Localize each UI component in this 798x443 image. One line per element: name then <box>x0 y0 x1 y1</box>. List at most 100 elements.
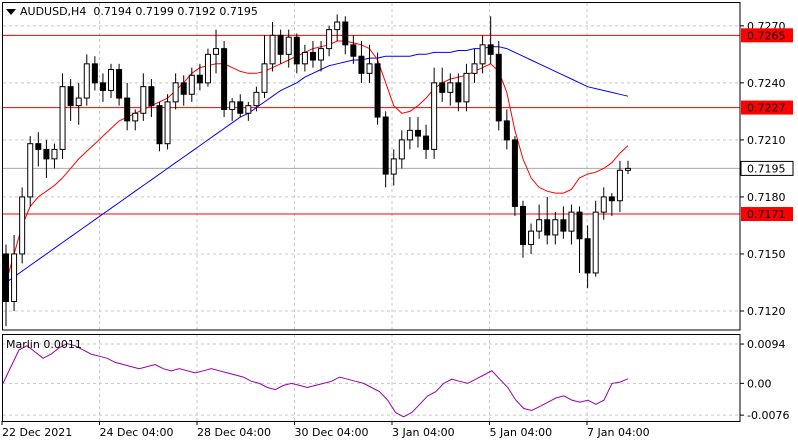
candle-bear <box>124 97 131 122</box>
open-value: 0.7194 <box>93 5 132 18</box>
candle-bull <box>11 253 18 302</box>
symbol-label: AUDUSD,H4 <box>20 5 87 18</box>
triangle-down-icon[interactable] <box>6 9 16 15</box>
candle-bear <box>277 34 284 55</box>
candle-bear <box>99 82 106 91</box>
candle-bull <box>326 29 333 50</box>
candle-bull <box>132 112 139 122</box>
candle-bull <box>253 91 260 107</box>
candle-bear <box>584 238 591 274</box>
time-axis: 22 Dec 2021 24 Dec 04:00 28 Dec 04:00 30 De… <box>1 421 650 439</box>
candle-bear <box>382 116 389 175</box>
candle-bear <box>309 51 316 61</box>
candle-bull <box>269 34 276 65</box>
level-tag-label: 0.7265 <box>747 29 786 42</box>
candle-bear <box>237 101 244 114</box>
candle-bull <box>204 53 211 84</box>
candle-bull <box>536 219 543 232</box>
candle-bear <box>374 63 381 118</box>
candle-bull <box>229 101 236 110</box>
candle-bear <box>487 44 494 55</box>
candle-bull <box>245 105 252 114</box>
osc-tick-label: 0.0094 <box>747 338 786 351</box>
candle-bear <box>519 205 526 245</box>
candle-bear <box>439 82 446 93</box>
main-panel-frame <box>2 2 741 331</box>
time-tick-label: 7 Jan 04:00 <box>587 426 650 439</box>
candle-bull <box>59 86 66 150</box>
candle-bull <box>552 219 559 236</box>
time-tick-label: 5 Jan 04:00 <box>490 426 553 439</box>
candle-bull <box>188 74 195 95</box>
candle-bear <box>423 135 430 150</box>
current-price-tag <box>740 160 794 176</box>
candle-bull <box>390 158 397 175</box>
marlin-line <box>2 343 629 418</box>
candle-bull <box>592 211 599 274</box>
candle-bull <box>568 211 575 232</box>
time-tick-label: 3 Jan 04:00 <box>392 426 455 439</box>
candle-bull <box>75 97 82 107</box>
candle-bear <box>148 86 155 107</box>
candle-bull <box>406 129 413 141</box>
candle-bear <box>350 44 357 57</box>
ma-fast-line <box>5 40 629 283</box>
price-tick-label: 0.7180 <box>747 191 786 204</box>
time-tick-label: 30 Dec 04:00 <box>295 426 369 439</box>
candle-bear <box>455 82 462 103</box>
candle-bear <box>43 148 50 160</box>
price-tick-label: 0.7120 <box>747 305 786 318</box>
low-value: 0.7192 <box>177 5 216 18</box>
candle-bear <box>35 143 42 150</box>
candle-bull <box>479 44 486 65</box>
osc-axis: 0.0094 0.00 -0.0076 <box>740 338 789 422</box>
price-tick-label: 0.7240 <box>747 77 786 90</box>
price-tick-label: 0.7210 <box>747 134 786 147</box>
close-value: 0.7195 <box>219 5 258 18</box>
candle-bull <box>164 101 171 145</box>
candle-bear <box>560 219 567 232</box>
candle-bull <box>528 230 535 245</box>
ma-slow-line <box>5 46 629 283</box>
candle-bull <box>318 48 325 61</box>
candle-bear <box>196 74 203 84</box>
candle-bull <box>108 69 115 91</box>
candle-bull <box>625 167 631 171</box>
high-value: 0.7199 <box>135 5 174 18</box>
price-axis: 0.72700.72400.72100.71800.71500.71200.72… <box>740 20 794 318</box>
candle-bear <box>342 21 349 46</box>
level-tag-label: 0.7227 <box>747 102 786 115</box>
candle-bear <box>91 63 98 84</box>
price-tick-label: 0.7150 <box>747 248 786 261</box>
indicator-value: 0.0011 <box>43 338 82 351</box>
candle-bull <box>301 51 308 65</box>
osc-tick-label: 0.00 <box>747 377 772 390</box>
candle-bear <box>358 55 365 74</box>
candle-bear <box>511 139 518 207</box>
candle-bull <box>471 63 478 74</box>
osc-tick-label: -0.0076 <box>747 409 789 422</box>
candle-bear <box>414 129 421 137</box>
time-tick-label: 24 Dec 04:00 <box>100 426 174 439</box>
candle-bear <box>544 219 551 236</box>
candle-bull <box>27 143 34 198</box>
frames <box>2 2 741 422</box>
candle-bull <box>600 196 607 213</box>
level-tag-label: 0.7171 <box>747 208 786 221</box>
candle-bull <box>172 82 179 103</box>
sub-grid <box>3 334 740 421</box>
candle-bear <box>67 86 74 107</box>
candle-bull <box>261 63 268 93</box>
candle-bull <box>83 63 90 99</box>
chart-header: AUDUSD,H4 0.7194 0.7199 0.7192 0.7195 <box>6 5 258 19</box>
candle-bull <box>213 48 220 55</box>
candle-bull <box>398 139 405 160</box>
candle-bull <box>285 36 292 55</box>
level-tag <box>741 207 793 222</box>
current-price-label: 0.7195 <box>747 162 786 175</box>
level-lines <box>3 34 740 215</box>
candle-bear <box>180 82 187 95</box>
time-tick-label: 22 Dec 2021 <box>2 426 72 439</box>
candle-bear <box>221 48 228 110</box>
candle-bull <box>431 82 438 150</box>
